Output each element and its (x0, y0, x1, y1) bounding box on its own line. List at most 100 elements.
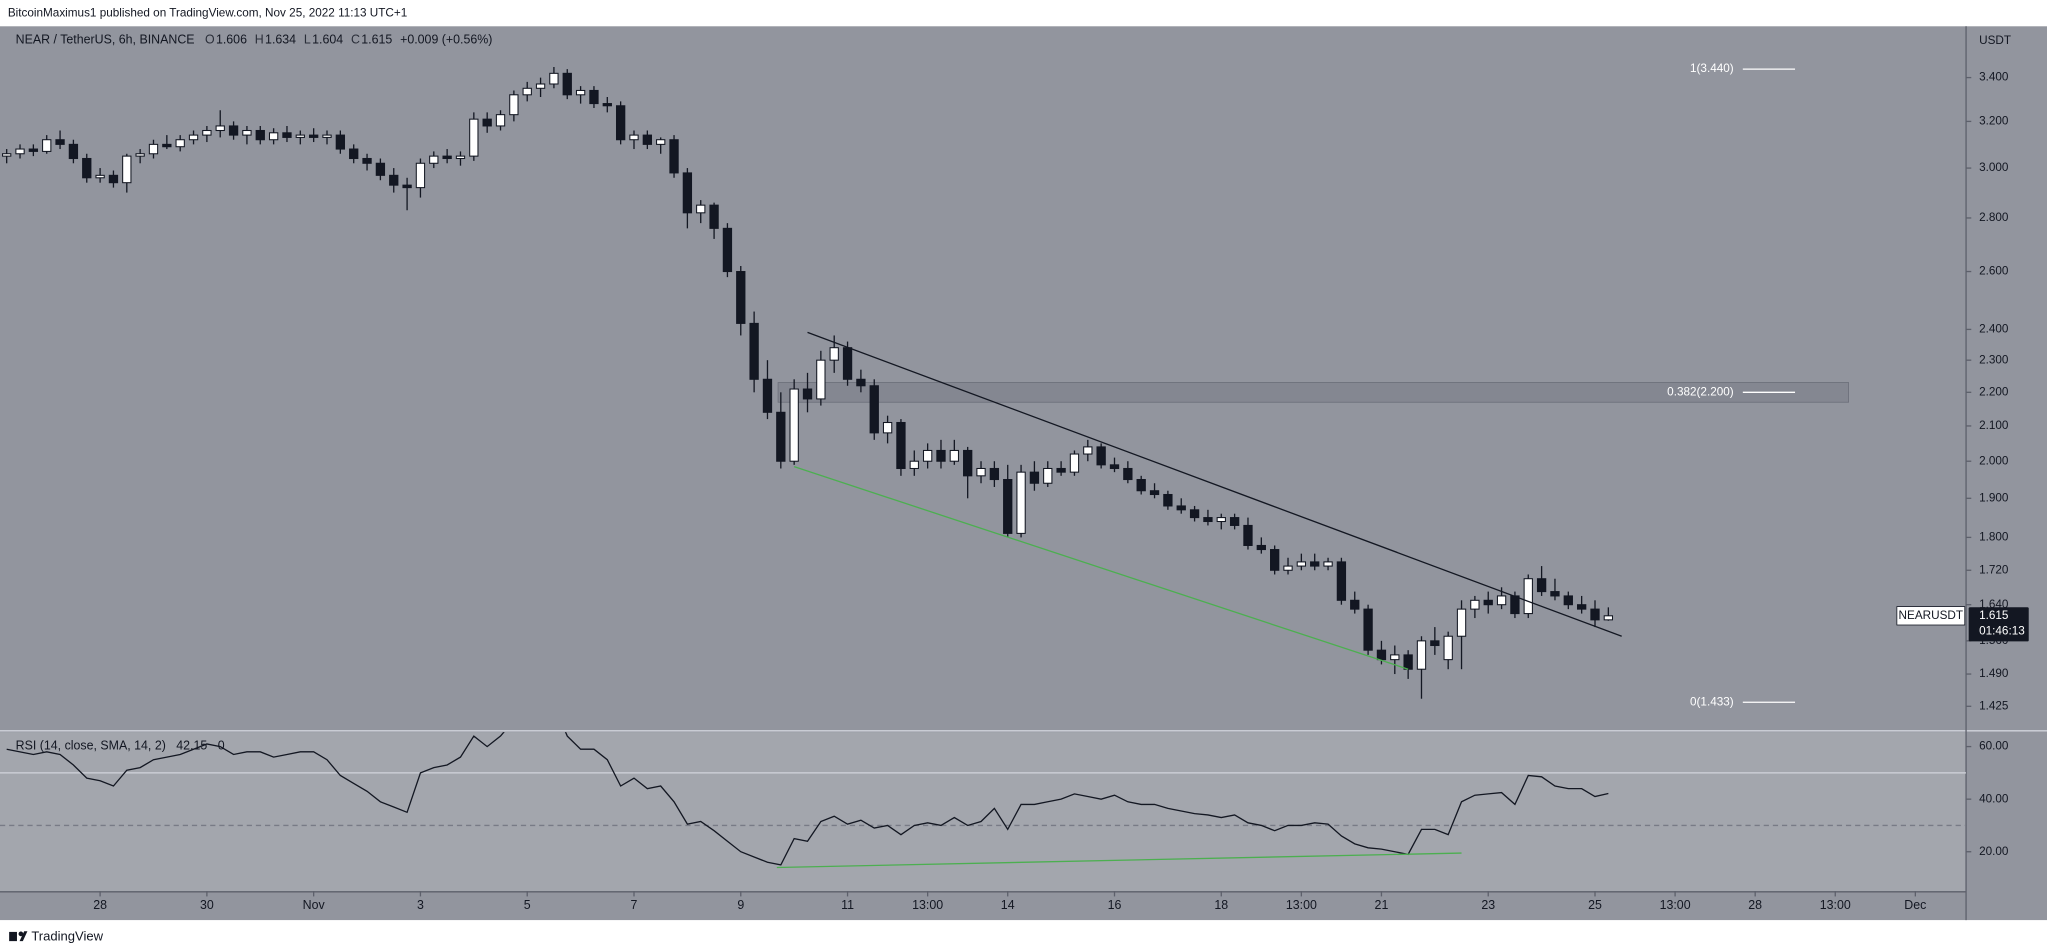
candle-body (842, 347, 853, 380)
candle-body (175, 139, 185, 148)
candle-body (615, 105, 626, 141)
y-tick-label: 2.300 (1979, 353, 2009, 366)
x-tick-label: 5 (524, 898, 531, 912)
candle-body (749, 322, 759, 380)
candle-body (1550, 591, 1560, 597)
candle-body (375, 162, 386, 176)
x-tick-label: 25 (1588, 898, 1602, 912)
x-tick-label: 30 (200, 898, 214, 912)
candle-body (1536, 578, 1547, 593)
candle-body (188, 134, 199, 141)
candle-body (1136, 478, 1146, 492)
candle-body (68, 143, 79, 160)
candle-body (1003, 478, 1013, 534)
y-tick-label: 1.425 (1979, 699, 2009, 712)
candle-body (1229, 517, 1240, 526)
candle-body (736, 271, 746, 324)
candle-body (509, 94, 519, 116)
candle-body (442, 155, 452, 160)
candle-body (429, 155, 439, 164)
legend-key: C (351, 33, 360, 47)
y-tick-label: 2.600 (1979, 265, 2009, 278)
candle-body (402, 184, 412, 189)
candle-body (1323, 561, 1333, 567)
candle-body (215, 125, 225, 132)
x-tick-label: 13:00 (1820, 898, 1851, 912)
candle-body (1149, 490, 1160, 496)
candle-body (762, 378, 773, 413)
candle-body (1123, 467, 1133, 481)
candle-body (322, 134, 332, 138)
y-tick-label: 2.000 (1979, 454, 2009, 467)
symbol-label: NEARUSDT (1899, 609, 1963, 622)
price-plot: 1(3.440) 0.382(2.200) 0(1.433) (2, 62, 1849, 708)
candle-body (963, 449, 973, 477)
candle-body (816, 359, 826, 400)
candle-body (1069, 453, 1080, 473)
candle-body (1470, 599, 1480, 610)
candle-body (522, 87, 532, 96)
candle-body (28, 148, 39, 152)
candle-body (415, 162, 426, 189)
candle-body (896, 421, 906, 470)
candle-body (1523, 578, 1533, 615)
candle-body (202, 129, 212, 136)
candle-body (1109, 464, 1120, 470)
candle-body (802, 388, 813, 400)
candle-body (1163, 493, 1173, 507)
y-tick-label: 1.800 (1979, 530, 2009, 543)
candle-body (922, 449, 933, 462)
legend-value: 1.634 (265, 33, 296, 47)
candle-body (482, 118, 492, 127)
y-tick-label: 1.720 (1979, 563, 2009, 576)
candle-body (789, 388, 799, 462)
candle-body (228, 125, 239, 136)
candle-body (2, 153, 12, 157)
y-tick-label: 2.800 (1979, 211, 2009, 224)
candle-body (1430, 640, 1440, 647)
candle-body (1216, 517, 1226, 523)
candle-body (1510, 595, 1520, 615)
y-tick-label: 3.200 (1979, 115, 2009, 128)
x-tick-label: 28 (1748, 898, 1762, 912)
candle-body (1310, 561, 1320, 567)
x-tick-label: 28 (93, 898, 107, 912)
candle-body (55, 139, 65, 145)
candle-body (642, 134, 653, 145)
candle-body (1029, 471, 1040, 484)
legend-change: +0.009 (+0.56%) (400, 33, 492, 47)
rsi-line (6, 732, 1609, 866)
candle-body (135, 153, 145, 157)
y-tick-label: 20.00 (1979, 845, 2009, 858)
candle-body (629, 134, 639, 141)
candle-body (1296, 561, 1307, 567)
candle-body (869, 385, 879, 434)
candle-body (162, 143, 172, 148)
candle-body (1336, 561, 1347, 601)
rsi-legend: RSI (14, close, SMA, 14, 2) 42.15 0 (16, 739, 225, 753)
candle-body (389, 174, 399, 186)
candle-body (122, 155, 132, 184)
y-tick-label: 60.00 (1979, 740, 2009, 753)
candle-body (1603, 615, 1614, 621)
y-tick-label: 1.490 (1979, 667, 2009, 680)
y-tick-label: 2.100 (1979, 419, 2009, 432)
candle-body (1350, 599, 1360, 610)
x-tick-label: 23 (1481, 898, 1495, 912)
fib-label: 0(1.433) (1690, 695, 1734, 708)
candle-body (1016, 471, 1026, 534)
candle-body (335, 134, 346, 150)
legend-key: O (205, 33, 215, 47)
resistance-zone (777, 382, 1849, 403)
candle-body (108, 174, 119, 184)
rsi-pane (0, 732, 1967, 892)
candle-body (1083, 446, 1093, 455)
tradingview-logo: TradingView (9, 929, 104, 944)
candle-body (1096, 446, 1106, 466)
currency: USDT (1979, 34, 2011, 47)
candle-body (909, 460, 919, 470)
legend-key: L (304, 33, 311, 47)
publisher-line: BitcoinMaximus1 published on TradingView… (8, 6, 407, 19)
logo-dot (18, 931, 24, 937)
